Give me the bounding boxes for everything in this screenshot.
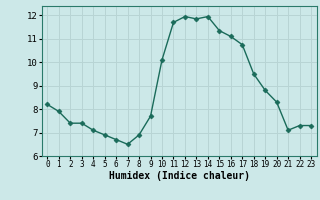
X-axis label: Humidex (Indice chaleur): Humidex (Indice chaleur) [109, 171, 250, 181]
